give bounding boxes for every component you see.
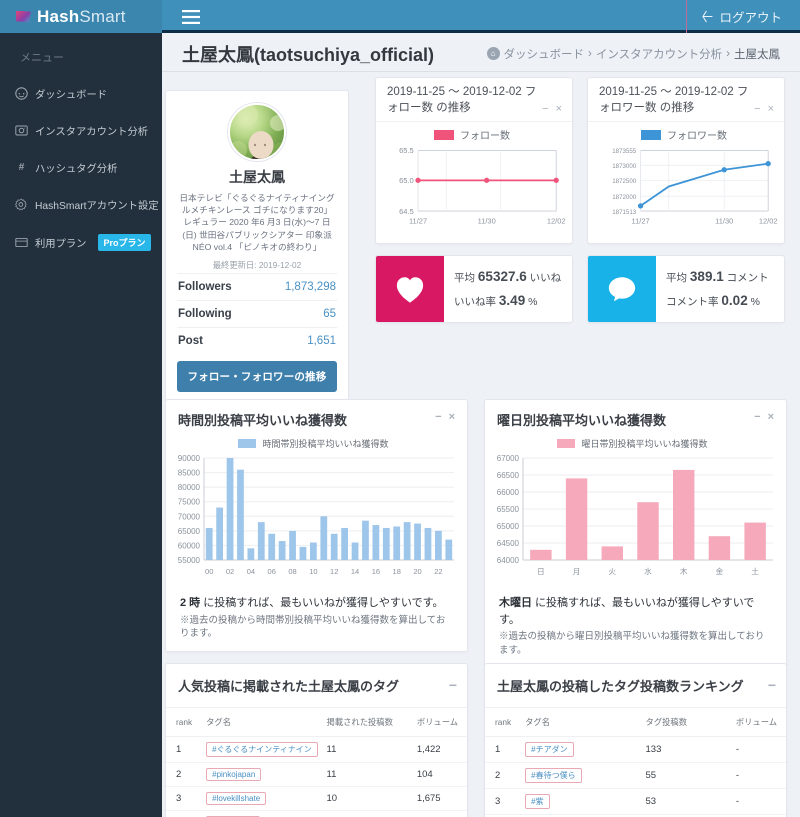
svg-text:水: 水 (644, 566, 652, 576)
svg-text:08: 08 (288, 567, 296, 576)
svg-text:66000: 66000 (497, 488, 520, 497)
svg-text:20: 20 (413, 567, 421, 576)
svg-text:12/02: 12/02 (547, 216, 566, 225)
svg-text:土: 土 (751, 566, 759, 576)
svg-text:1872000: 1872000 (612, 194, 637, 201)
svg-text:木: 木 (680, 566, 688, 576)
svg-text:70000: 70000 (178, 512, 201, 521)
svg-text:85000: 85000 (178, 469, 201, 478)
svg-text:22: 22 (434, 567, 442, 576)
svg-text:90000: 90000 (178, 454, 201, 463)
svg-text:日: 日 (537, 567, 545, 576)
svg-text:12/02: 12/02 (759, 216, 778, 225)
svg-text:1873000: 1873000 (612, 163, 637, 170)
svg-text:16: 16 (372, 567, 380, 576)
svg-text:66500: 66500 (497, 471, 520, 480)
svg-text:11/27: 11/27 (409, 216, 427, 225)
svg-text:00: 00 (205, 567, 213, 576)
svg-text:1872500: 1872500 (612, 178, 637, 185)
svg-text:金: 金 (716, 566, 724, 576)
svg-text:11/30: 11/30 (478, 216, 496, 225)
svg-text:02: 02 (226, 567, 234, 576)
svg-text:65.5: 65.5 (399, 146, 414, 155)
svg-text:80000: 80000 (178, 483, 201, 492)
svg-text:65500: 65500 (497, 505, 520, 514)
svg-text:64500: 64500 (497, 539, 520, 548)
svg-text:60000: 60000 (178, 541, 201, 550)
svg-text:64000: 64000 (497, 556, 520, 565)
svg-text:火: 火 (609, 567, 617, 576)
svg-text:06: 06 (268, 567, 276, 576)
svg-text:65.0: 65.0 (399, 176, 414, 185)
svg-text:11/30: 11/30 (715, 216, 733, 225)
svg-text:12: 12 (330, 567, 338, 576)
svg-text:67000: 67000 (497, 454, 520, 463)
svg-text:1873555: 1873555 (612, 148, 637, 155)
svg-text:75000: 75000 (178, 498, 201, 507)
svg-text:10: 10 (309, 567, 317, 576)
svg-text:04: 04 (247, 567, 255, 576)
svg-text:64.5: 64.5 (399, 207, 414, 216)
svg-text:65000: 65000 (497, 522, 520, 531)
svg-text:18: 18 (393, 567, 401, 576)
svg-text:11/27: 11/27 (632, 216, 650, 225)
svg-text:月: 月 (573, 567, 581, 576)
svg-text:1871513: 1871513 (612, 209, 637, 216)
svg-text:65000: 65000 (178, 527, 201, 536)
svg-text:14: 14 (351, 567, 359, 576)
svg-text:55000: 55000 (178, 556, 201, 565)
